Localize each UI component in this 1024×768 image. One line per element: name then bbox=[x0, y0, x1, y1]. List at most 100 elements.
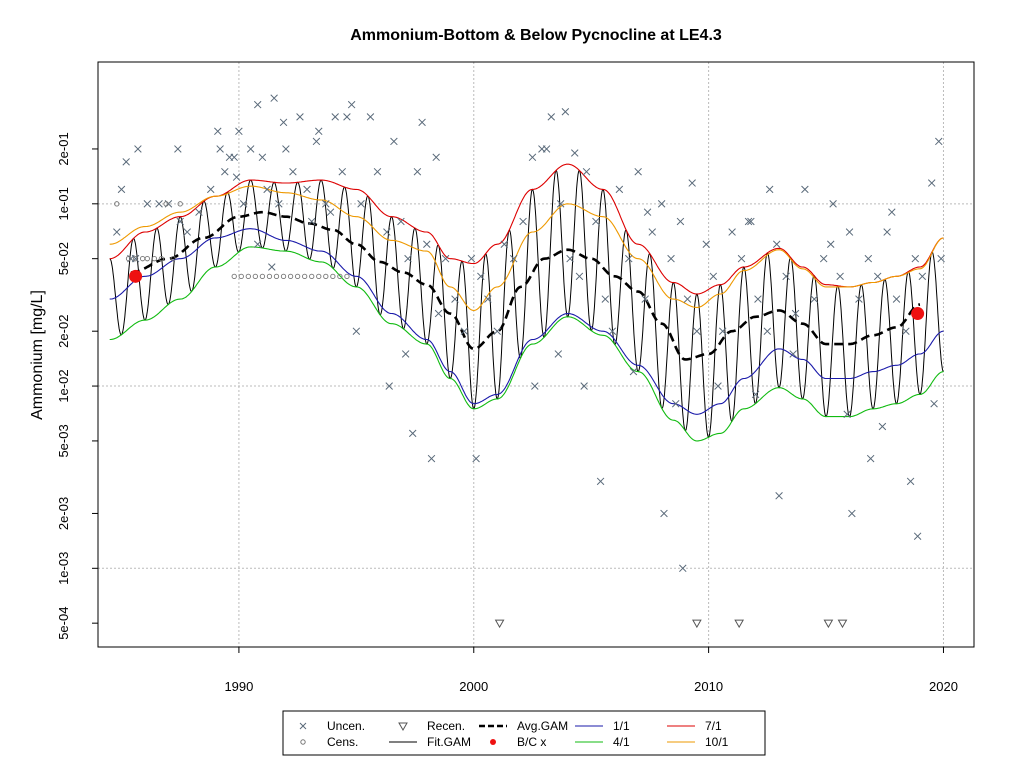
uncen-point bbox=[845, 228, 854, 236]
cens-point bbox=[273, 273, 280, 279]
cens-point bbox=[280, 273, 287, 279]
cens-point bbox=[259, 273, 266, 279]
uncen-point bbox=[547, 113, 556, 121]
legend-symbol-uncen bbox=[299, 722, 307, 730]
x-tick-label: 2000 bbox=[459, 679, 488, 694]
uncen-point bbox=[625, 254, 633, 263]
uncen-point bbox=[418, 118, 426, 127]
uncen-point bbox=[751, 390, 760, 399]
uncen-point bbox=[702, 240, 711, 248]
uncen-point bbox=[737, 254, 746, 263]
cens-point bbox=[309, 273, 315, 279]
uncen-point bbox=[683, 295, 692, 303]
y-tick-label: 2e-01 bbox=[56, 132, 71, 165]
y-axis-label: Ammonium [mg/L] bbox=[29, 290, 46, 420]
legend-symbol-cens bbox=[300, 739, 306, 745]
y-tick-label: 5e-02 bbox=[56, 242, 71, 275]
uncen-point bbox=[441, 254, 450, 263]
uncen-point bbox=[413, 167, 422, 176]
cens-point bbox=[344, 273, 350, 279]
uncen-point bbox=[472, 454, 480, 463]
cens-point bbox=[144, 256, 150, 262]
uncen-point bbox=[122, 158, 130, 166]
uncen-point bbox=[253, 240, 262, 248]
cens-point bbox=[302, 273, 308, 279]
uncen-point bbox=[383, 228, 391, 236]
uncen-point bbox=[423, 240, 431, 248]
avg-gam-line bbox=[130, 210, 921, 361]
uncen-point bbox=[601, 295, 610, 303]
uncen-point bbox=[331, 113, 339, 121]
uncen-point bbox=[930, 399, 938, 408]
cens-point bbox=[158, 256, 165, 262]
bc-point bbox=[911, 307, 925, 321]
uncen-point bbox=[592, 217, 600, 226]
uncen-point bbox=[519, 217, 527, 226]
uncen-point bbox=[801, 185, 809, 194]
uncen-point bbox=[258, 153, 267, 162]
uncen-point bbox=[826, 240, 835, 248]
uncen-point bbox=[582, 167, 591, 176]
uncen-point bbox=[352, 327, 361, 335]
y-tick-label: 1e-03 bbox=[56, 552, 71, 585]
uncen-point bbox=[174, 145, 182, 153]
uncen-point bbox=[789, 350, 797, 358]
cens-point bbox=[316, 273, 322, 279]
y-tick-label: 2e-03 bbox=[56, 497, 71, 530]
uncen-point bbox=[744, 217, 753, 226]
uncen-point bbox=[864, 254, 873, 263]
legend-label: Avg.GAM bbox=[517, 719, 568, 733]
uncen-point bbox=[848, 509, 856, 518]
recen-point bbox=[692, 619, 702, 629]
uncen-point bbox=[385, 382, 393, 390]
uncen-point bbox=[902, 327, 910, 335]
legend-label: B/C x bbox=[517, 735, 546, 749]
uncen-point bbox=[143, 200, 152, 208]
uncen-point bbox=[253, 100, 262, 109]
uncen-point bbox=[575, 272, 584, 281]
uncen-point bbox=[460, 327, 469, 335]
legend-label: 1/1 bbox=[613, 719, 630, 733]
uncen-point bbox=[268, 263, 276, 271]
uncen-point bbox=[467, 254, 476, 263]
y-tick-label: 1e-02 bbox=[56, 369, 71, 402]
uncen-point bbox=[206, 185, 215, 194]
uncen-point bbox=[580, 382, 588, 390]
gam-line-4-1 bbox=[109, 246, 944, 442]
uncen-point bbox=[873, 272, 882, 281]
uncen-point bbox=[634, 167, 642, 176]
uncen-point bbox=[855, 295, 863, 303]
uncen-point bbox=[493, 327, 502, 335]
uncen-point bbox=[754, 295, 762, 303]
cens-point bbox=[294, 273, 301, 279]
uncen-point bbox=[819, 254, 828, 263]
uncen-point bbox=[648, 228, 657, 236]
uncen-point bbox=[688, 179, 696, 187]
uncen-point bbox=[322, 200, 330, 208]
legend-label: 4/1 bbox=[613, 735, 630, 749]
uncen-point bbox=[843, 410, 851, 419]
uncen-point bbox=[338, 167, 347, 176]
uncen-point bbox=[608, 327, 617, 335]
uncen-point bbox=[296, 113, 304, 121]
uncen-point bbox=[216, 145, 224, 153]
recen-point bbox=[494, 619, 505, 629]
uncen-point bbox=[888, 208, 896, 216]
uncen-point bbox=[434, 309, 443, 318]
uncen-point bbox=[763, 327, 772, 335]
uncen-point bbox=[113, 228, 121, 236]
legend-label: Cens. bbox=[327, 735, 358, 749]
uncen-point bbox=[596, 477, 605, 486]
uncen-point bbox=[810, 295, 819, 303]
uncen-point bbox=[911, 254, 920, 263]
cens-point bbox=[163, 201, 169, 207]
gridlines bbox=[98, 62, 974, 647]
uncen-point bbox=[282, 145, 290, 153]
uncen-point bbox=[676, 217, 685, 226]
legend: Uncen. Recen. Avg.GAM 1/1 7/1 Cens. Fit.GAM B/C… bbox=[282, 710, 766, 756]
uncen-point bbox=[937, 254, 945, 263]
uncen-point bbox=[347, 100, 356, 109]
axis-ticks: 1990 2000 2010 2020 5e-04 1e-03 2e-03 5e-03 1e-0… bbox=[56, 132, 958, 694]
uncen-point bbox=[935, 137, 943, 146]
uncen-point bbox=[343, 113, 351, 121]
